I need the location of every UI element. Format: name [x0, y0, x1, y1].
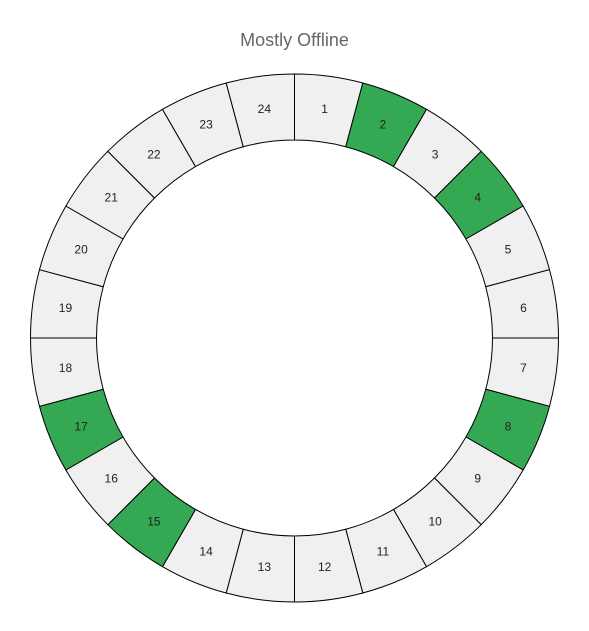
slice-label-13: 13 — [258, 560, 272, 574]
slice-label-16: 16 — [105, 472, 119, 486]
slice-label-1: 1 — [321, 102, 328, 116]
slice-label-12: 12 — [318, 560, 332, 574]
slice-label-11: 11 — [377, 544, 390, 558]
slice-label-9: 9 — [474, 472, 481, 486]
slice-label-23: 23 — [199, 118, 213, 132]
slice-label-6: 6 — [520, 301, 527, 315]
slice-label-14: 14 — [199, 544, 213, 558]
slice-label-3: 3 — [432, 148, 439, 162]
slice-label-21: 21 — [105, 190, 119, 204]
slice-label-7: 7 — [520, 361, 527, 375]
slice-label-2: 2 — [380, 118, 387, 132]
chart-title: Mostly Offline — [240, 30, 349, 50]
slice-label-5: 5 — [505, 243, 512, 257]
slice-label-15: 15 — [147, 514, 161, 528]
slice-label-10: 10 — [428, 514, 442, 528]
slice-label-20: 20 — [74, 243, 88, 257]
slice-label-4: 4 — [474, 190, 481, 204]
slice-label-24: 24 — [258, 102, 272, 116]
slice-label-18: 18 — [59, 361, 73, 375]
slice-24[interactable] — [225, 73, 295, 148]
slice-label-19: 19 — [59, 301, 73, 315]
slice-label-22: 22 — [147, 148, 161, 162]
slice-label-8: 8 — [505, 419, 512, 433]
slice-label-17: 17 — [74, 419, 88, 433]
